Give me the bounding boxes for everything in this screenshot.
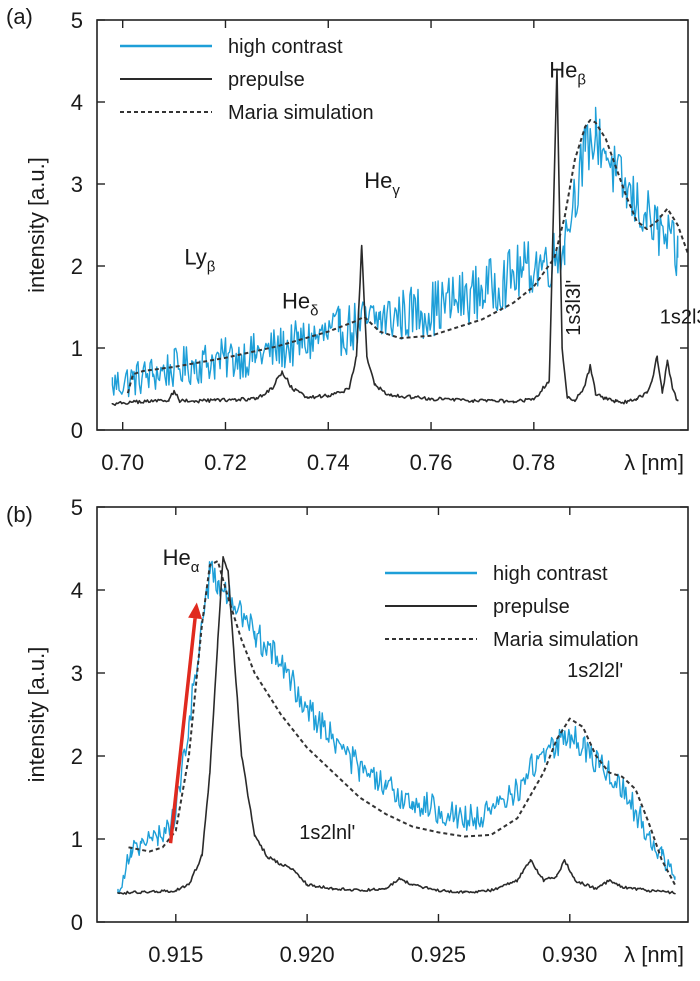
x-tick-label: 0.925 bbox=[411, 942, 466, 967]
y-tick-label: 1 bbox=[71, 827, 83, 852]
x-tick-label: 0.76 bbox=[410, 450, 453, 475]
panel-label: (a) bbox=[6, 4, 33, 29]
arrow-head bbox=[188, 602, 203, 620]
legend-label: high contrast bbox=[228, 36, 343, 58]
legend-label: Maria simulation bbox=[493, 629, 639, 651]
legend-label: Maria simulation bbox=[228, 102, 374, 124]
x-tick-label: 0.915 bbox=[148, 942, 203, 967]
peak-annotation: Heα bbox=[163, 545, 200, 576]
peak-annotation: Lyβ bbox=[184, 244, 215, 275]
panel-label: (b) bbox=[6, 502, 33, 527]
y-tick-label: 1 bbox=[71, 336, 83, 361]
x-tick-label: 0.72 bbox=[204, 450, 247, 475]
y-tick-label: 0 bbox=[71, 418, 83, 443]
x-tick-label: 0.74 bbox=[307, 450, 350, 475]
y-tick-label: 2 bbox=[71, 254, 83, 279]
peak-annotation: 1s2l2l' bbox=[567, 660, 623, 682]
x-axis-label: λ [nm] bbox=[624, 942, 684, 967]
y-axis-label: intensity [a.u.] bbox=[24, 647, 49, 783]
x-axis-label: λ [nm] bbox=[624, 450, 684, 475]
series-line-prepulse bbox=[111, 68, 679, 407]
x-tick-label: 0.920 bbox=[280, 942, 335, 967]
rise-arrow bbox=[168, 602, 203, 844]
legend: high contrast prepulse Maria simulation bbox=[385, 563, 639, 651]
arrow-shaft bbox=[168, 618, 197, 844]
y-tick-label: 3 bbox=[71, 172, 83, 197]
y-tick-label: 5 bbox=[71, 8, 83, 33]
y-tick-label: 4 bbox=[71, 90, 83, 115]
x-tick-label: 0.70 bbox=[101, 450, 144, 475]
legend: high contrast prepulse Maria simulation bbox=[120, 36, 374, 124]
y-tick-label: 2 bbox=[71, 744, 83, 769]
peak-annotation: 1s2lnl' bbox=[299, 822, 355, 844]
series-line-high-contrast bbox=[111, 106, 679, 398]
series-line-prepulse bbox=[117, 555, 676, 895]
series-line-simulation bbox=[128, 560, 676, 886]
x-tick-label: 0.930 bbox=[542, 942, 597, 967]
y-tick-label: 5 bbox=[71, 495, 83, 520]
series-group bbox=[111, 68, 688, 407]
legend-label: prepulse bbox=[493, 596, 570, 618]
legend-label: high contrast bbox=[493, 563, 608, 585]
plot-frame bbox=[96, 506, 689, 923]
series-line-simulation bbox=[126, 119, 688, 394]
peak-annotation: Heδ bbox=[282, 289, 318, 320]
x-tick-label: 0.78 bbox=[512, 450, 555, 475]
peak-annotation: 1s3l3l' bbox=[563, 280, 585, 336]
series-group bbox=[117, 555, 676, 895]
y-axis-label: intensity [a.u.] bbox=[24, 157, 49, 293]
peak-annotation: Heβ bbox=[549, 57, 586, 88]
panel-a-chart: 0 1 2 3 4 5 0.70 0.72 0.74 0.76 0.78 λ [nm] intensit… bbox=[6, 4, 700, 475]
legend-label: prepulse bbox=[228, 69, 305, 91]
peak-annotation: Heγ bbox=[364, 168, 400, 199]
plot-frame bbox=[96, 19, 689, 431]
y-tick-label: 4 bbox=[71, 578, 83, 603]
peak-annotation: 1s2l3l' bbox=[660, 306, 700, 328]
series-line-high-contrast bbox=[117, 560, 676, 894]
y-tick-label: 0 bbox=[71, 910, 83, 935]
panel-b-chart: 0 1 2 3 4 5 0.915 0.920 0.925 0.930 λ [nm] intensit… bbox=[6, 495, 689, 967]
y-tick-label: 3 bbox=[71, 661, 83, 686]
